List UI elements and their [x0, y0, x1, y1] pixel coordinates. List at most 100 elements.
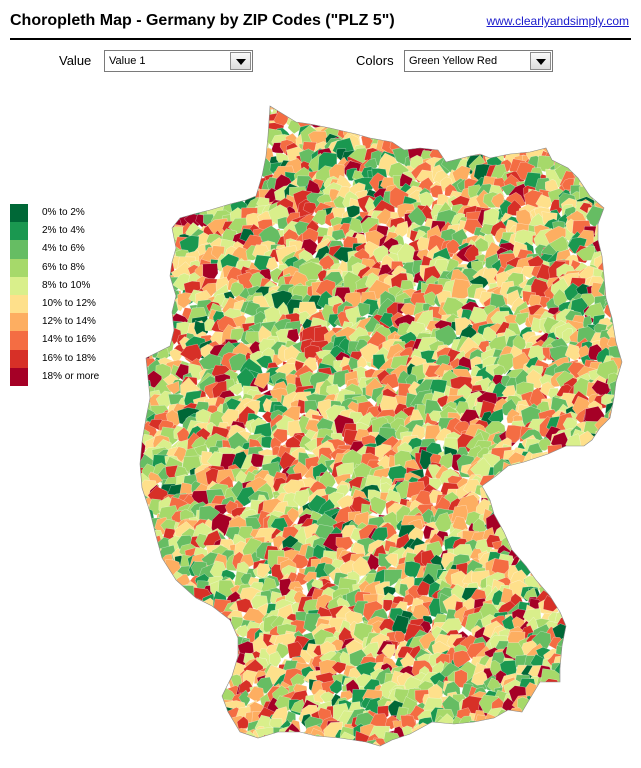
- zip-region[interactable]: [215, 728, 235, 748]
- zip-region[interactable]: [136, 571, 151, 586]
- zip-region[interactable]: [479, 126, 497, 146]
- zip-region[interactable]: [563, 499, 583, 524]
- zip-region[interactable]: [195, 679, 215, 694]
- zip-region[interactable]: [182, 718, 199, 736]
- zip-region[interactable]: [535, 105, 554, 121]
- zip-region[interactable]: [371, 102, 391, 117]
- zip-region[interactable]: [596, 538, 613, 554]
- zip-region[interactable]: [159, 102, 178, 119]
- zip-region[interactable]: [436, 741, 454, 760]
- zip-region[interactable]: [197, 627, 215, 650]
- zip-region[interactable]: [540, 544, 555, 561]
- zip-region[interactable]: [135, 225, 152, 240]
- zip-region[interactable]: [504, 116, 523, 136]
- zip-region[interactable]: [604, 173, 629, 195]
- zip-region[interactable]: [604, 650, 617, 663]
- zip-region[interactable]: [152, 248, 170, 267]
- zip-region[interactable]: [175, 652, 200, 674]
- zip-region[interactable]: [540, 477, 559, 494]
- zip-region[interactable]: [609, 138, 627, 157]
- zip-region[interactable]: [146, 219, 162, 233]
- zip-region[interactable]: [147, 276, 167, 297]
- zip-region[interactable]: [359, 94, 378, 114]
- zip-region[interactable]: [573, 713, 593, 731]
- zip-region[interactable]: [576, 245, 595, 261]
- zip-region[interactable]: [382, 112, 400, 130]
- zip-region[interactable]: [516, 539, 533, 553]
- value-dropdown[interactable]: Value 1: [104, 50, 253, 72]
- zip-region[interactable]: [494, 730, 508, 748]
- zip-region[interactable]: [588, 732, 611, 756]
- zip-region[interactable]: [176, 698, 199, 720]
- zip-region[interactable]: [545, 112, 565, 131]
- zip-region[interactable]: [616, 622, 632, 642]
- zip-region[interactable]: [486, 103, 503, 125]
- zip-region[interactable]: [151, 741, 171, 759]
- zip-region[interactable]: [178, 194, 193, 207]
- zip-region[interactable]: [579, 470, 598, 487]
- zip-region[interactable]: [132, 529, 144, 543]
- zip-region[interactable]: [604, 280, 629, 303]
- zip-region[interactable]: [448, 130, 468, 149]
- zip-region[interactable]: [427, 748, 443, 762]
- zip-region[interactable]: [533, 538, 549, 555]
- zip-region[interactable]: [187, 723, 205, 739]
- zip-region[interactable]: [550, 131, 563, 147]
- zip-region[interactable]: [157, 249, 173, 263]
- zip-region[interactable]: [517, 104, 531, 116]
- zip-region[interactable]: [478, 120, 493, 134]
- zip-region[interactable]: [140, 713, 160, 734]
- zip-region[interactable]: [191, 654, 212, 672]
- zip-region[interactable]: [251, 106, 266, 123]
- zip-region[interactable]: [246, 138, 258, 150]
- zip-region[interactable]: [139, 508, 155, 524]
- zip-region[interactable]: [172, 659, 190, 675]
- zip-region[interactable]: [609, 617, 622, 633]
- zip-region[interactable]: [601, 486, 622, 501]
- zip-region[interactable]: [596, 707, 615, 726]
- zip-region[interactable]: [516, 472, 530, 485]
- zip-region[interactable]: [169, 705, 181, 719]
- zip-region[interactable]: [209, 734, 225, 752]
- zip-region[interactable]: [563, 489, 580, 504]
- zip-region[interactable]: [150, 586, 167, 606]
- zip-region[interactable]: [618, 445, 633, 461]
- zip-region[interactable]: [226, 117, 249, 135]
- zip-region[interactable]: [187, 713, 203, 729]
- zip-region[interactable]: [516, 513, 534, 532]
- zip-region[interactable]: [611, 123, 629, 145]
- zip-region[interactable]: [213, 654, 230, 670]
- zip-region[interactable]: [591, 111, 607, 127]
- zip-region[interactable]: [561, 116, 577, 132]
- zip-region[interactable]: [559, 597, 576, 613]
- zip-region[interactable]: [133, 108, 149, 129]
- zip-region[interactable]: [533, 734, 548, 749]
- zip-region[interactable]: [171, 638, 183, 651]
- zip-region[interactable]: [134, 645, 150, 663]
- zip-region[interactable]: [131, 666, 145, 682]
- zip-region[interactable]: [586, 442, 607, 464]
- zip-region[interactable]: [607, 484, 626, 504]
- zip-region[interactable]: [231, 737, 254, 759]
- zip-region[interactable]: [454, 102, 469, 118]
- zip-region[interactable]: [614, 469, 633, 490]
- zip-region[interactable]: [579, 723, 592, 737]
- zip-region[interactable]: [546, 99, 564, 114]
- zip-region[interactable]: [559, 657, 581, 675]
- zip-region[interactable]: [619, 603, 638, 618]
- zip-region[interactable]: [601, 649, 624, 674]
- zip-region[interactable]: [222, 157, 240, 177]
- zip-region[interactable]: [428, 726, 448, 745]
- zip-region[interactable]: [256, 563, 271, 578]
- zip-region[interactable]: [614, 483, 638, 505]
- zip-region[interactable]: [151, 318, 173, 336]
- zip-region[interactable]: [581, 570, 601, 591]
- zip-region[interactable]: [603, 624, 623, 649]
- zip-region[interactable]: [205, 717, 220, 734]
- zip-region[interactable]: [133, 707, 154, 725]
- zip-region[interactable]: [209, 129, 226, 146]
- zip-region[interactable]: [594, 661, 614, 685]
- zip-region[interactable]: [547, 138, 562, 156]
- zip-region[interactable]: [584, 645, 603, 666]
- zip-region[interactable]: [587, 692, 600, 706]
